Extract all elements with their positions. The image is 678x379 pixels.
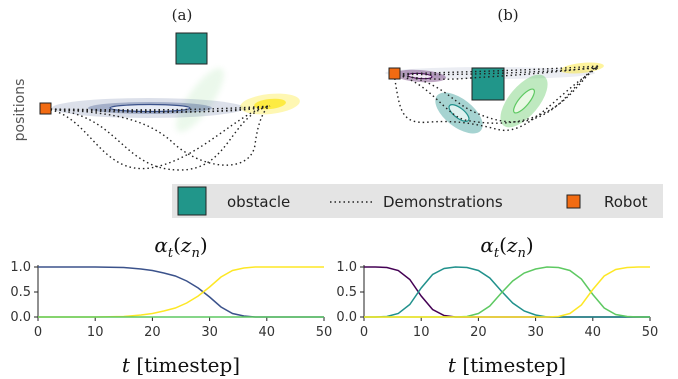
chart-title: αt(zn) bbox=[154, 233, 207, 261]
panel-b-yellow-gaussian bbox=[560, 62, 604, 74]
panel-b-teal-gaussian-core bbox=[448, 104, 470, 122]
panel-b-label: (b) bbox=[497, 6, 518, 24]
x-tick-label: 0 bbox=[34, 325, 42, 340]
x-tick-label: 40 bbox=[585, 325, 602, 340]
y-tick-label: 0.5 bbox=[336, 285, 357, 300]
panel-b-demonstrations bbox=[393, 65, 599, 131]
x-axis-label: t [timestep] bbox=[448, 353, 566, 377]
panel-b-obstacle bbox=[471, 67, 505, 101]
demo-trajectory bbox=[45, 105, 271, 171]
legend: obstacle Demonstrations Robot bbox=[172, 184, 663, 218]
demo-trajectory bbox=[45, 105, 271, 166]
panel-a-robot bbox=[39, 102, 52, 115]
demo-trajectory bbox=[393, 65, 599, 123]
legend-robot-label: Robot bbox=[604, 193, 648, 211]
legend-demonstrations-label: Demonstrations bbox=[383, 193, 503, 211]
x-tick-label: 50 bbox=[316, 325, 333, 340]
y-tick-label: 1.0 bbox=[336, 260, 357, 275]
demo-trajectory bbox=[45, 105, 271, 170]
x-tick-label: 30 bbox=[201, 325, 218, 340]
x-tick-label: 20 bbox=[470, 325, 487, 340]
chart-right: 0 10 20 30 40 50 0.0 0.5 1.0 αt(zn) t [timestep] bbox=[336, 233, 658, 377]
legend-background bbox=[172, 184, 663, 218]
series-line bbox=[38, 266, 324, 318]
panel-a-label: (a) bbox=[172, 6, 193, 24]
legend-obstacle-swatch bbox=[177, 186, 207, 216]
y-tick-label: 1.0 bbox=[10, 260, 31, 275]
x-tick-label: 40 bbox=[259, 325, 276, 340]
panel-a-obstacle bbox=[175, 32, 208, 65]
series-line bbox=[364, 266, 650, 318]
panel-b-scene bbox=[385, 62, 604, 134]
x-tick-label: 50 bbox=[642, 325, 659, 340]
series-line bbox=[38, 266, 324, 318]
x-tick-label: 10 bbox=[87, 325, 104, 340]
demo-trajectory bbox=[393, 67, 599, 131]
x-axis-label: t [timestep] bbox=[122, 353, 240, 377]
panel-a-demonstrations bbox=[45, 105, 271, 171]
legend-obstacle-label: obstacle bbox=[227, 193, 290, 211]
chart-title: αt(zn) bbox=[480, 233, 533, 261]
series-line bbox=[364, 266, 650, 318]
panel-a-scene bbox=[39, 32, 300, 171]
panel-b-robot bbox=[388, 67, 401, 80]
y-tick-label: 0.5 bbox=[10, 285, 31, 300]
x-tick-label: 10 bbox=[413, 325, 430, 340]
y-tick-label: 0.0 bbox=[10, 310, 31, 325]
y-tick-label: 0.0 bbox=[336, 310, 357, 325]
legend-robot-swatch bbox=[566, 194, 581, 209]
positions-axis-label: positions bbox=[12, 79, 28, 142]
chart-left: 0 10 20 30 40 50 0.0 0.5 1.0 αt(zn) t [timestep] bbox=[10, 233, 332, 377]
panel-a-green-gaussian bbox=[176, 68, 224, 132]
x-tick-label: 30 bbox=[527, 325, 544, 340]
x-tick-label: 20 bbox=[144, 325, 161, 340]
demo-trajectory bbox=[45, 105, 271, 113]
panel-b-green-gaussian-core bbox=[513, 88, 535, 114]
x-tick-label: 0 bbox=[360, 325, 368, 340]
